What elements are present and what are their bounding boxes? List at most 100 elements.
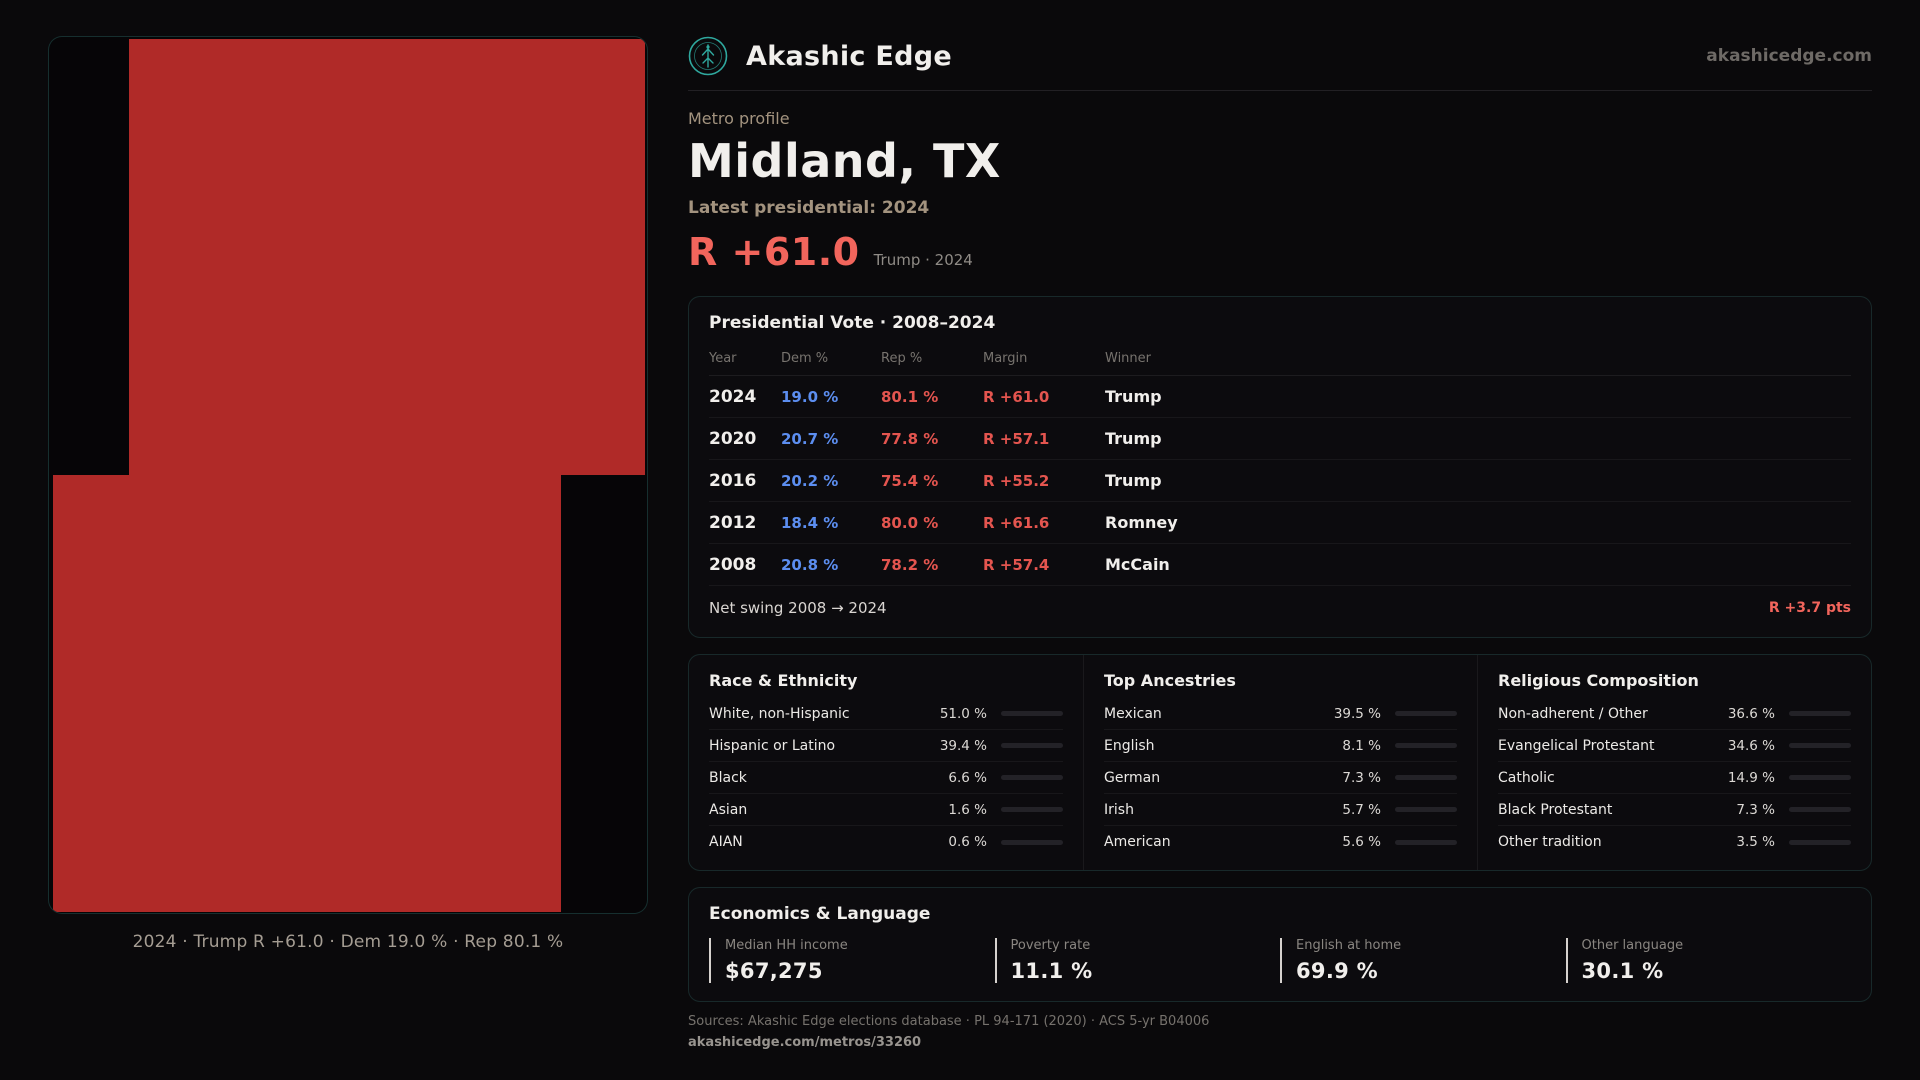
cell-winner: Trump xyxy=(1105,471,1162,490)
vote-card-title: Presidential Vote · 2008–2024 xyxy=(709,313,996,333)
map-column: 2024 · Trump R +61.0 · Dem 19.0 % · Rep … xyxy=(48,36,648,1080)
table-row: 2016 20.2 % 75.4 % R +55.2 Trump xyxy=(709,460,1851,502)
cell-margin: R +61.0 xyxy=(983,387,1050,406)
brand-logo-icon xyxy=(688,36,728,76)
stat-bar xyxy=(1001,775,1063,780)
stat-bar xyxy=(1001,711,1063,716)
stat-value: 6.6 % xyxy=(948,769,987,786)
economics-stats-row: Median HH income $67,275 Poverty rate 11… xyxy=(709,938,1851,983)
cell-rep: 80.1 % xyxy=(881,387,939,406)
headline-margin-value: R +61.0 xyxy=(688,230,860,274)
stat-bar xyxy=(1789,775,1851,780)
map-caption: 2024 · Trump R +61.0 · Dem 19.0 % · Rep … xyxy=(132,932,564,952)
col-year: Year xyxy=(709,351,737,366)
stat-label: AIAN xyxy=(709,834,743,850)
stat-label: Median HH income xyxy=(725,938,848,953)
stat-label: English at home xyxy=(1296,938,1402,953)
col-dem: Dem % xyxy=(781,351,829,366)
stat-bar xyxy=(1395,743,1457,748)
list-item: German 7.3 % xyxy=(1104,762,1457,794)
cell-winner: Trump xyxy=(1105,387,1162,406)
brand-name: Akashic Edge xyxy=(746,40,953,72)
net-swing-value: R +3.7 pts xyxy=(1768,600,1851,616)
stat-label: Mexican xyxy=(1104,705,1162,722)
stat-bar xyxy=(1001,743,1063,748)
cell-winner: McCain xyxy=(1105,555,1170,574)
cell-year: 2012 xyxy=(709,512,757,533)
stat-english-at-home: English at home 69.9 % xyxy=(1280,938,1566,983)
stat-value: 36.6 % xyxy=(1727,705,1775,722)
metro-kicker: Metro profile xyxy=(688,109,790,128)
stat-bar xyxy=(1395,711,1457,716)
cell-rep: 80.0 % xyxy=(881,513,939,532)
list-item: Mexican 39.5 % xyxy=(1104,698,1457,730)
stat-bar xyxy=(1789,807,1851,812)
cell-year: 2024 xyxy=(709,386,757,407)
stat-value: 7.3 % xyxy=(1736,801,1775,818)
stat-bar xyxy=(1789,743,1851,748)
table-row: 2012 18.4 % 80.0 % R +61.6 Romney xyxy=(709,502,1851,544)
net-swing-label: Net swing 2008 → 2024 xyxy=(709,599,887,617)
list-item: Irish 5.7 % xyxy=(1104,794,1457,826)
list-item: Non-adherent / Other 36.6 % xyxy=(1498,698,1851,730)
cell-dem: 20.8 % xyxy=(781,555,839,574)
cell-year: 2008 xyxy=(709,554,757,575)
latest-election-label: Latest presidential: 2024 xyxy=(688,198,930,218)
stat-label: Evangelical Protestant xyxy=(1498,737,1655,754)
stat-label: Other language xyxy=(1581,938,1684,953)
stat-value: 5.6 % xyxy=(1342,834,1381,850)
permalink-link[interactable]: akashicedge.com/metros/33260 xyxy=(688,1035,922,1050)
stat-label: Poverty rate xyxy=(1010,938,1091,953)
stat-value: 11.1 % xyxy=(1010,959,1093,983)
stat-bar xyxy=(1001,839,1063,845)
stat-value: $67,275 xyxy=(725,959,823,983)
stat-value: 7.3 % xyxy=(1342,769,1381,786)
stat-bar xyxy=(1001,807,1063,812)
stat-value: 39.5 % xyxy=(1333,705,1381,722)
cell-year: 2020 xyxy=(709,428,757,449)
list-item: Catholic 14.9 % xyxy=(1498,762,1851,794)
table-row: 2024 19.0 % 80.1 % R +61.0 Trump xyxy=(709,376,1851,418)
stat-label: Catholic xyxy=(1498,769,1555,786)
county-shape-midland xyxy=(53,475,561,912)
sources-text: Sources: Akashic Edge elections database… xyxy=(688,1014,1210,1029)
race-ethnicity-section: Race & Ethnicity White, non-Hispanic 51.… xyxy=(689,655,1083,870)
stat-label: German xyxy=(1104,769,1161,786)
list-item: Black 6.6 % xyxy=(709,762,1063,794)
stat-value: 3.5 % xyxy=(1736,834,1775,850)
cell-margin: R +55.2 xyxy=(983,471,1050,490)
stat-median-income: Median HH income $67,275 xyxy=(709,938,995,983)
stat-label: Hispanic or Latino xyxy=(709,737,836,754)
list-item: Evangelical Protestant 34.6 % xyxy=(1498,730,1851,762)
stat-value: 5.7 % xyxy=(1342,801,1381,818)
cell-dem: 20.2 % xyxy=(781,471,839,490)
stat-label: Black xyxy=(709,769,747,786)
list-item: White, non-Hispanic 51.0 % xyxy=(709,698,1063,730)
religion-section: Religious Composition Non-adherent / Oth… xyxy=(1477,655,1871,870)
col-margin: Margin xyxy=(983,351,1028,366)
economics-card: Economics & Language Median HH income $6… xyxy=(688,887,1872,1002)
page-title: Midland, TX xyxy=(688,134,1001,188)
site-domain-link[interactable]: akashicedge.com xyxy=(1706,46,1872,66)
stat-bar xyxy=(1395,839,1457,845)
stat-label: Irish xyxy=(1104,801,1134,818)
stat-label: Black Protestant xyxy=(1498,801,1613,818)
site-header: Akashic Edge akashicedge.com xyxy=(688,36,1872,91)
stat-value: 39.4 % xyxy=(939,737,987,754)
cell-rep: 77.8 % xyxy=(881,429,939,448)
stat-label: Other tradition xyxy=(1498,834,1602,850)
section-title: Top Ancestries xyxy=(1104,671,1236,690)
presidential-vote-card: Presidential Vote · 2008–2024 Year Dem %… xyxy=(688,296,1872,638)
stat-bar xyxy=(1789,839,1851,845)
cell-margin: R +61.6 xyxy=(983,513,1050,532)
cell-winner: Romney xyxy=(1105,513,1178,532)
stat-value: 51.0 % xyxy=(939,705,987,722)
stat-label: Non-adherent / Other xyxy=(1498,705,1648,722)
stat-value: 14.9 % xyxy=(1727,769,1775,786)
cell-margin: R +57.4 xyxy=(983,555,1050,574)
content-column: Akashic Edge akashicedge.com Metro profi… xyxy=(688,36,1872,1080)
stat-value: 1.6 % xyxy=(948,801,987,818)
economics-title: Economics & Language xyxy=(709,904,931,924)
stat-value: 30.1 % xyxy=(1581,959,1664,983)
